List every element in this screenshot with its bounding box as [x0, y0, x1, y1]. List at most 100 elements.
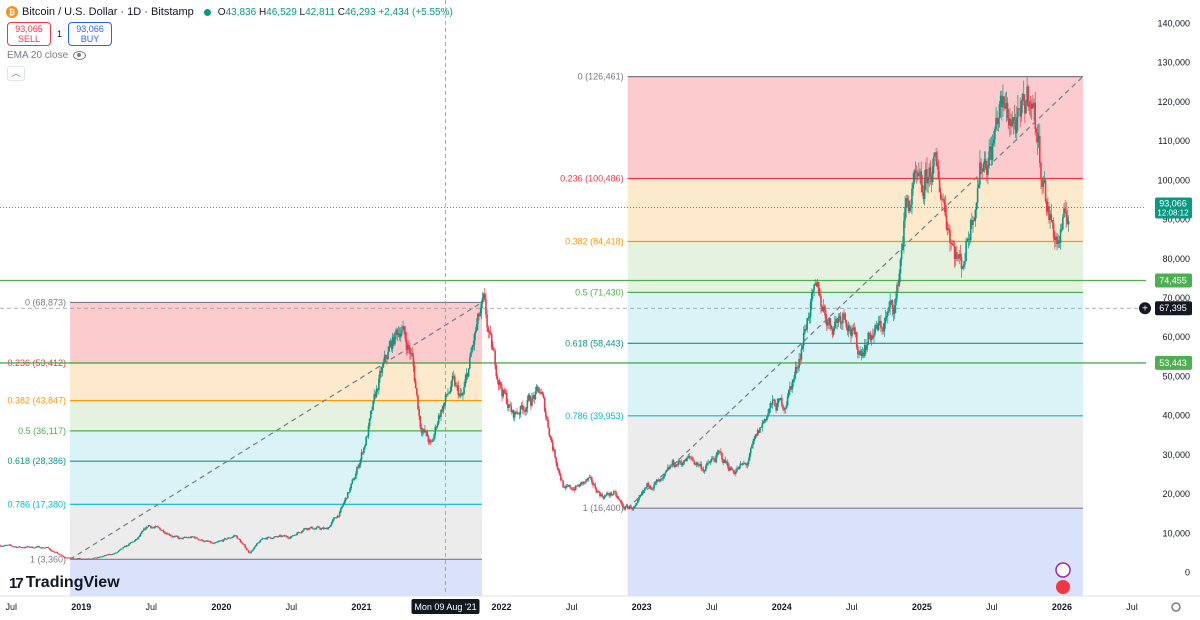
candle-body-746 [858, 354, 860, 355]
candle-body-802 [922, 192, 925, 200]
candle-body-511 [587, 477, 590, 480]
candle-body-17 [18, 546, 21, 548]
candle-body-162 [185, 537, 188, 539]
candle-body-775 [891, 300, 894, 309]
candle-body-273 [313, 528, 316, 530]
candle-body-7 [7, 544, 9, 546]
candle-body-524 [602, 496, 605, 499]
candle-body-743 [854, 331, 857, 335]
chevron-up-icon[interactable]: ︿ [7, 66, 25, 81]
candle-body-138 [158, 526, 160, 528]
crosshair-price-label: 67,395 [1159, 303, 1187, 313]
candle-body-628 [722, 459, 724, 464]
candle-body-433 [497, 380, 500, 385]
candle-body-550 [632, 507, 635, 510]
candle-body-713 [820, 296, 822, 307]
candle-body-532 [611, 494, 614, 496]
close-label: C [337, 6, 345, 18]
candle-body-166 [190, 536, 192, 538]
candle-body-364 [418, 409, 420, 416]
candle-body-545 [626, 505, 629, 509]
candle-body-208 [238, 538, 241, 540]
candle-body-753 [866, 344, 868, 350]
candle-body-22 [24, 546, 27, 548]
candle-body-773 [889, 300, 891, 308]
candle-body-8 [8, 544, 11, 546]
sell-button[interactable]: 93,065 SELL [7, 22, 51, 46]
candle-body-442 [508, 404, 510, 408]
candle-body-771 [886, 311, 889, 316]
candle-body-355 [407, 345, 410, 348]
candle-body-221 [253, 546, 256, 549]
candle-body-719 [827, 323, 829, 326]
lightning-event-icon [1055, 562, 1071, 578]
candle-body-528 [607, 493, 609, 495]
candle-body-666 [766, 416, 768, 421]
candle-body-513 [589, 477, 592, 478]
candle-body-923 [1062, 217, 1064, 230]
candle-body-487 [559, 474, 562, 480]
candle-body-179 [205, 540, 207, 542]
candle-body-74 [84, 559, 87, 560]
candle-body-905 [1041, 179, 1043, 187]
candle-body-509 [585, 479, 587, 482]
candle-body-321 [368, 418, 371, 427]
candle-body-175 [200, 539, 203, 541]
indicator-legend[interactable]: EMA 20 close [7, 50, 87, 61]
candle-body-13 [14, 546, 16, 548]
time-axis-panel [0, 596, 1200, 620]
tradingview-logo[interactable]: 17 TradingView [9, 574, 120, 592]
buy-button[interactable]: 93,066 BUY [68, 22, 113, 46]
candle-body-329 [378, 378, 380, 391]
candle-body-892 [1026, 86, 1028, 106]
candle-body-840 [966, 239, 969, 242]
candle-body-34 [38, 546, 40, 548]
candle-body-431 [495, 365, 498, 377]
eye-icon[interactable] [73, 51, 87, 60]
candle-body-901 [1036, 132, 1039, 143]
candle-body-146 [167, 533, 169, 535]
candle-body-553 [635, 502, 638, 506]
candle-body-35 [39, 547, 42, 549]
candle-body-848 [975, 202, 978, 211]
candle-body-253 [290, 535, 293, 538]
candle-body-890 [1024, 100, 1026, 114]
candle-body-61 [69, 557, 72, 559]
candle-body-843 [969, 220, 972, 241]
candle-body-611 [702, 469, 705, 472]
candle-body-514 [591, 477, 593, 483]
candle-body-366 [420, 427, 423, 433]
candle-body-347 [398, 333, 401, 338]
candle-body-551 [633, 506, 636, 508]
candle-body-249 [285, 535, 288, 537]
candle-body-472 [542, 394, 545, 398]
candle-body-701 [806, 318, 808, 330]
symbol-title[interactable]: Bitcoin / U.S. Dollar · 1D · Bitstamp [22, 6, 194, 18]
candle-body-803 [923, 180, 926, 200]
candle-body-360 [413, 365, 416, 381]
candle-body-306 [351, 479, 354, 484]
candle-body-764 [878, 320, 881, 323]
candle-body-446 [512, 410, 515, 418]
x-tick-label: Jul [566, 602, 578, 612]
candle-body-411 [472, 344, 475, 347]
y-tick-label: 60,000 [1162, 332, 1190, 342]
candle-body-252 [289, 537, 291, 539]
candle-body-454 [521, 405, 524, 410]
candle-body-702 [807, 318, 810, 319]
candle-body-205 [235, 535, 237, 537]
candle-body-235 [269, 537, 272, 539]
change-value: +2,434 (+5.55%) [378, 6, 453, 18]
candle-body-883 [1015, 117, 1018, 134]
candle-body-815 [937, 166, 940, 179]
candle-body-164 [188, 537, 190, 539]
candle-body-561 [645, 487, 647, 489]
candle-body-877 [1009, 119, 1011, 126]
candle-body-922 [1060, 229, 1063, 230]
candle-body-588 [676, 464, 678, 466]
candle-body-233 [267, 536, 270, 538]
candle-body-557 [640, 493, 643, 496]
candle-body-467 [536, 386, 539, 388]
candle-body-418 [480, 303, 483, 314]
